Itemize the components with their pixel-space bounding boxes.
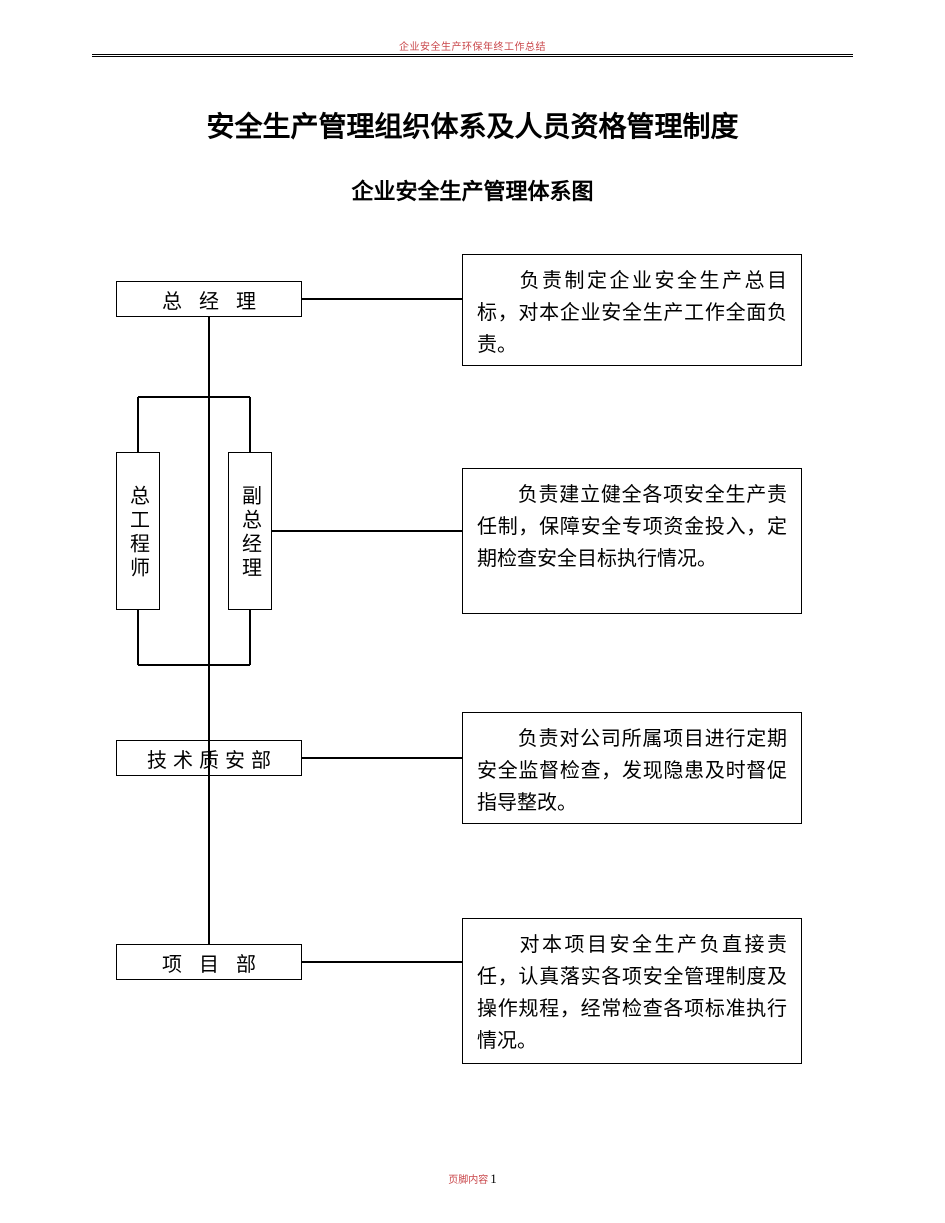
desc-text: 负责建立健全各项安全生产责任制，保障安全专项资金投入，定期检查安全目标执行情况。 [477,484,787,570]
desc-tech-qa: 负责对公司所属项目进行定期安全监督检查，发现隐患及时督促指导整改。 [462,712,802,824]
page-footer: 页脚内容1 [0,1171,945,1187]
page-header-rule [92,54,853,57]
footer-label: 页脚内容 [448,1175,488,1186]
desc-project: 对本项目安全生产负直接责任，认真落实各项安全管理制度及操作规程，经常检查各项标准… [462,918,802,1064]
desc-text: 负责对公司所属项目进行定期安全监督检查，发现隐患及时督促指导整改。 [477,728,787,814]
node-deputy-gm: 副总经理 [228,452,272,610]
page-header-text: 企业安全生产环保年终工作总结 [0,38,945,53]
doc-title: 安全生产管理组织体系及人员资格管理制度 [0,105,945,145]
desc-general-manager: 负责制定企业安全生产总目标，对本企业安全生产工作全面负责。 [462,254,802,366]
node-general-manager: 总 经 理 [116,281,302,317]
desc-text: 对本项目安全生产负直接责任，认真落实各项安全管理制度及操作规程，经常检查各项标准… [477,934,787,1052]
doc-subtitle: 企业安全生产管理体系图 [0,174,945,206]
node-chief-engineer: 总工程师 [116,452,160,610]
footer-page-number: 1 [490,1171,497,1186]
desc-text: 负责制定企业安全生产总目标，对本企业安全生产工作全面负责。 [477,270,787,356]
node-project-dept: 项 目 部 [116,944,302,980]
desc-deputy-gm: 负责建立健全各项安全生产责任制，保障安全专项资金投入，定期检查安全目标执行情况。 [462,468,802,614]
